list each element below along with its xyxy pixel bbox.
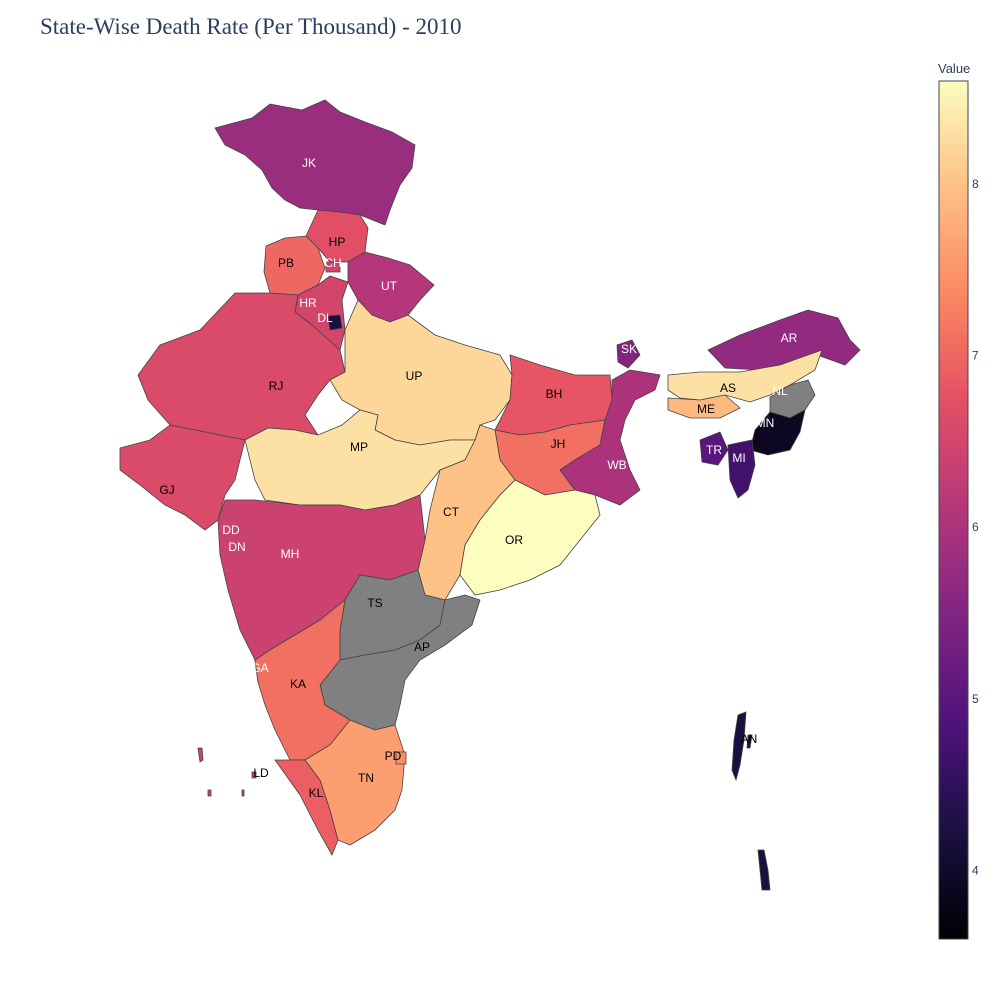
state-label-ar: AR — [781, 331, 798, 345]
state-label-ch: CH — [324, 256, 341, 270]
state-label-or: OR — [505, 533, 523, 547]
state-label-bh: BH — [546, 387, 563, 401]
state-label-ts: TS — [367, 596, 382, 610]
state-label-ap: AP — [414, 640, 430, 654]
state-label-mp: MP — [350, 440, 368, 454]
state-label-rj: RJ — [269, 379, 284, 393]
state-label-pd: PD — [385, 749, 402, 763]
state-label-jh: JH — [551, 437, 566, 451]
map-title: State-Wise Death Rate (Per Thousand) - 2… — [40, 14, 462, 39]
state-ut[interactable] — [347, 251, 435, 323]
state-label-an: AN — [741, 732, 758, 746]
state-label-hr: HR — [299, 296, 317, 310]
state-label-ga: GA — [251, 661, 268, 675]
state-as[interactable] — [667, 349, 823, 403]
state-tr[interactable] — [699, 431, 729, 466]
state-jk[interactable] — [214, 99, 416, 226]
state-ch[interactable] — [325, 261, 341, 273]
state-label-as: AS — [720, 381, 736, 395]
state-label-up: UP — [406, 369, 423, 383]
state-label-tr: TR — [706, 443, 722, 457]
colorbar-ticks: 4 5 6 7 8 — [972, 177, 979, 877]
state-label-ut: UT — [381, 279, 398, 293]
state-label-ld: LD — [253, 766, 269, 780]
colorbar-tick-8: 8 — [972, 177, 979, 191]
state-label-wb: WB — [607, 458, 626, 472]
state-me[interactable] — [667, 394, 741, 419]
state-ld[interactable] — [197, 747, 257, 797]
state-label-mn: MN — [756, 416, 775, 430]
state-label-sk: SK — [621, 342, 637, 356]
state-pb[interactable] — [263, 235, 326, 296]
state-label-gj: GJ — [159, 483, 174, 497]
state-mi[interactable] — [727, 439, 756, 499]
colorbar-tick-5: 5 — [972, 692, 979, 706]
state-gj[interactable] — [119, 424, 246, 531]
state-pd[interactable] — [395, 751, 407, 765]
colorbar-title: Value — [938, 61, 970, 76]
state-or[interactable] — [459, 479, 601, 596]
state-dl[interactable] — [327, 314, 343, 331]
state-label-kl: KL — [309, 786, 324, 800]
state-label-mi: MI — [732, 451, 745, 465]
states-layer — [119, 99, 861, 891]
state-label-pb: PB — [278, 256, 294, 270]
state-sk[interactable] — [616, 339, 641, 369]
state-an[interactable] — [731, 711, 771, 891]
state-ka[interactable] — [254, 599, 351, 761]
colorbar-tick-6: 6 — [972, 520, 979, 534]
state-label-nl: NL — [772, 384, 788, 398]
state-label-me: ME — [697, 402, 715, 416]
state-label-hp: HP — [329, 235, 346, 249]
state-label-dl: DL — [317, 311, 333, 325]
state-label-ka: KA — [290, 677, 306, 691]
colorbar-tick-4: 4 — [972, 863, 979, 877]
state-wb[interactable] — [559, 369, 661, 506]
colorbar: Value 4 5 6 7 8 — [938, 61, 979, 940]
state-label-jk: JK — [302, 156, 316, 170]
state-label-dn: DN — [228, 540, 245, 554]
state-mn[interactable] — [749, 409, 806, 456]
colorbar-tick-7: 7 — [972, 349, 979, 363]
state-tn[interactable] — [304, 719, 406, 846]
state-label-dd: DD — [222, 523, 240, 537]
colorbar-gradient — [938, 80, 969, 940]
state-label-ct: CT — [443, 505, 460, 519]
state-label-mh: MH — [281, 547, 300, 561]
state-label-tn: TN — [358, 771, 374, 785]
